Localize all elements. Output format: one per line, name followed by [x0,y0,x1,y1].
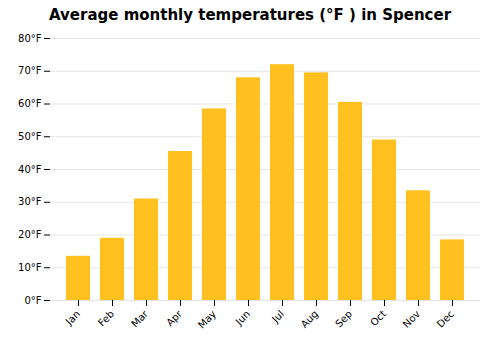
svg-text:Feb: Feb [96,308,116,328]
svg-text:Jan: Jan [63,308,82,327]
html-text:Average monthly temperatures (: Average monthly temperatures (°F ) in Sp… [49,6,451,24]
svg-text:20°F: 20°F [18,229,42,240]
svg-text:50°F: 50°F [18,131,42,142]
svg-text:Dec: Dec [435,308,456,329]
svg-text:Oct: Oct [368,308,388,328]
svg-text:80°F: 80°F [18,33,42,44]
svg-text:Jun: Jun [233,308,253,328]
svg-text:Sep: Sep [333,308,354,329]
svg-text:Nov: Nov [401,308,423,330]
svg-text:0°F: 0°F [24,295,41,306]
svg-text:60°F: 60°F [18,98,42,109]
svg-text:70°F: 70°F [18,65,42,76]
svg-text:Apr: Apr [164,308,185,329]
svg-text:30°F: 30°F [18,196,42,207]
svg-text:Aug: Aug [299,308,321,330]
svg-text:10°F: 10°F [18,262,42,273]
svg-text:Jul: Jul [269,308,286,325]
svg-text:May: May [196,308,218,330]
svg-text:40°F: 40°F [18,164,42,175]
svg-text:Mar: Mar [129,308,151,330]
